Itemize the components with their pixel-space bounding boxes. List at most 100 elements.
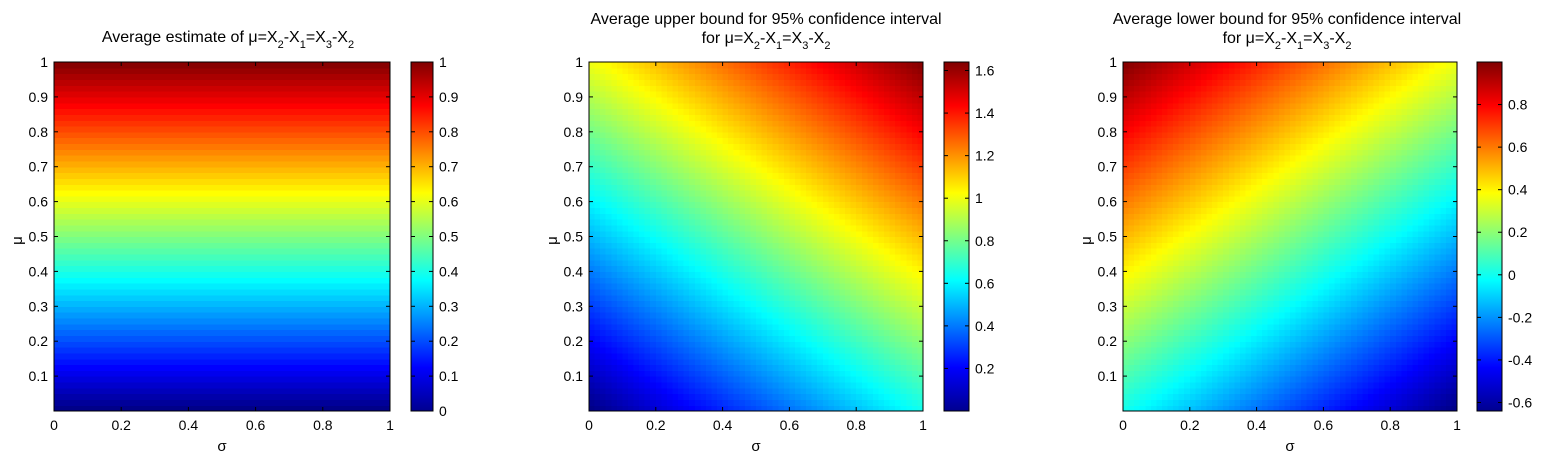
heatmap-cell: [711, 352, 718, 360]
heatmap-cell: [132, 277, 139, 284]
heatmap-cell: [367, 358, 374, 366]
heatmap-cell: [138, 143, 145, 150]
heatmap-cell: [272, 62, 279, 69]
heatmap-cell: [289, 108, 296, 115]
heatmap-cell: [149, 149, 156, 156]
heatmap-cell: [233, 393, 240, 400]
heatmap-cell: [199, 189, 206, 197]
heatmap-cell: [384, 91, 391, 98]
heatmap-cell: [216, 329, 223, 336]
heatmap-cell: [154, 329, 161, 336]
heatmap-cell: [121, 306, 128, 313]
heatmap-cell: [356, 120, 363, 127]
heatmap-cell: [138, 381, 145, 389]
heatmap-cell: [362, 224, 369, 232]
heatmap-cell: [261, 248, 268, 255]
heatmap-cell: [233, 143, 240, 150]
heatmap-cell: [205, 195, 212, 203]
heatmap-cell: [216, 114, 223, 121]
heatmap-cell: [138, 312, 145, 319]
heatmap-cell: [328, 120, 335, 127]
heatmap-cell: [255, 341, 262, 348]
heatmap-cell: [177, 213, 184, 220]
heatmap-cell: [828, 294, 835, 302]
heatmap-cell: [65, 265, 72, 272]
heatmap-cell: [143, 253, 150, 261]
heatmap-cell: [98, 399, 105, 406]
heatmap-cell: [367, 399, 374, 406]
heatmap-cell: [817, 283, 824, 290]
heatmap-cell: [160, 137, 167, 145]
heatmap-cell: [138, 358, 145, 366]
heatmap-cell: [250, 114, 257, 121]
heatmap-cell: [233, 120, 240, 127]
heatmap-cell: [839, 300, 846, 307]
heatmap-cell: [833, 376, 841, 383]
heatmap-cell: [160, 67, 167, 75]
heatmap-cell: [76, 323, 83, 331]
heatmap-cell: [689, 352, 696, 360]
heatmap-cell: [65, 172, 72, 179]
heatmap-cell: [233, 178, 240, 185]
heatmap-cell: [722, 306, 729, 313]
heatmap-cell: [373, 62, 380, 69]
heatmap-cell: [705, 352, 713, 360]
heatmap-cell: [367, 376, 374, 383]
heatmap-cell: [255, 67, 262, 75]
heatmap-cell: [289, 253, 296, 261]
heatmap-cell: [166, 114, 173, 121]
colorbar-tick-label: 1: [439, 54, 447, 70]
heatmap-cell: [188, 125, 195, 133]
heatmap-cell: [132, 347, 139, 354]
heatmap-cell: [278, 114, 285, 121]
heatmap-cell: [93, 219, 100, 226]
heatmap-cell: [378, 317, 385, 325]
heatmap-cell: [244, 323, 251, 331]
heatmap-cell: [149, 399, 156, 406]
heatmap-cell: [59, 399, 66, 406]
heatmap-cell: [182, 265, 189, 272]
heatmap-cell: [93, 91, 100, 98]
heatmap-cell: [917, 347, 924, 354]
heatmap-cell: [600, 352, 607, 360]
heatmap-cell: [171, 108, 178, 115]
heatmap-cell: [104, 248, 111, 255]
heatmap-cell: [683, 358, 690, 366]
heatmap-cell: [283, 405, 290, 412]
heatmap-cell: [722, 288, 729, 296]
heatmap-cell: [895, 317, 902, 325]
heatmap-cell: [255, 271, 262, 278]
heatmap-cell: [82, 393, 89, 400]
heatmap-cell: [861, 352, 868, 360]
heatmap-cell: [750, 329, 757, 336]
heatmap-cell: [772, 323, 779, 331]
heatmap-cell: [900, 364, 907, 371]
heatmap-cell: [54, 300, 61, 307]
heatmap-cell: [605, 323, 612, 331]
heatmap-cell: [177, 323, 184, 331]
heatmap-cell: [666, 399, 674, 406]
heatmap-cell: [272, 306, 279, 313]
heatmap-cell: [98, 317, 105, 325]
heatmap-cell: [689, 335, 696, 342]
heatmap-cell: [356, 213, 363, 220]
heatmap-cell: [367, 137, 374, 145]
heatmap-cell: [722, 312, 729, 319]
heatmap-cell: [306, 259, 313, 267]
heatmap-cell: [138, 323, 145, 331]
heatmap-cell: [289, 405, 296, 412]
heatmap-cell: [82, 131, 89, 139]
heatmap-cell: [683, 341, 690, 348]
heatmap-cell: [104, 114, 111, 121]
heatmap-cell: [132, 195, 139, 203]
heatmap-cell: [121, 79, 128, 86]
heatmap-cell: [334, 219, 341, 226]
heatmap-cell: [261, 120, 268, 127]
heatmap-cell: [261, 114, 268, 121]
heatmap-cell: [210, 288, 217, 296]
heatmap-cell: [328, 283, 335, 290]
heatmap-cell: [356, 91, 363, 98]
heatmap-cell: [356, 341, 363, 348]
heatmap-cell: [238, 178, 245, 185]
heatmap-cell: [867, 323, 874, 331]
